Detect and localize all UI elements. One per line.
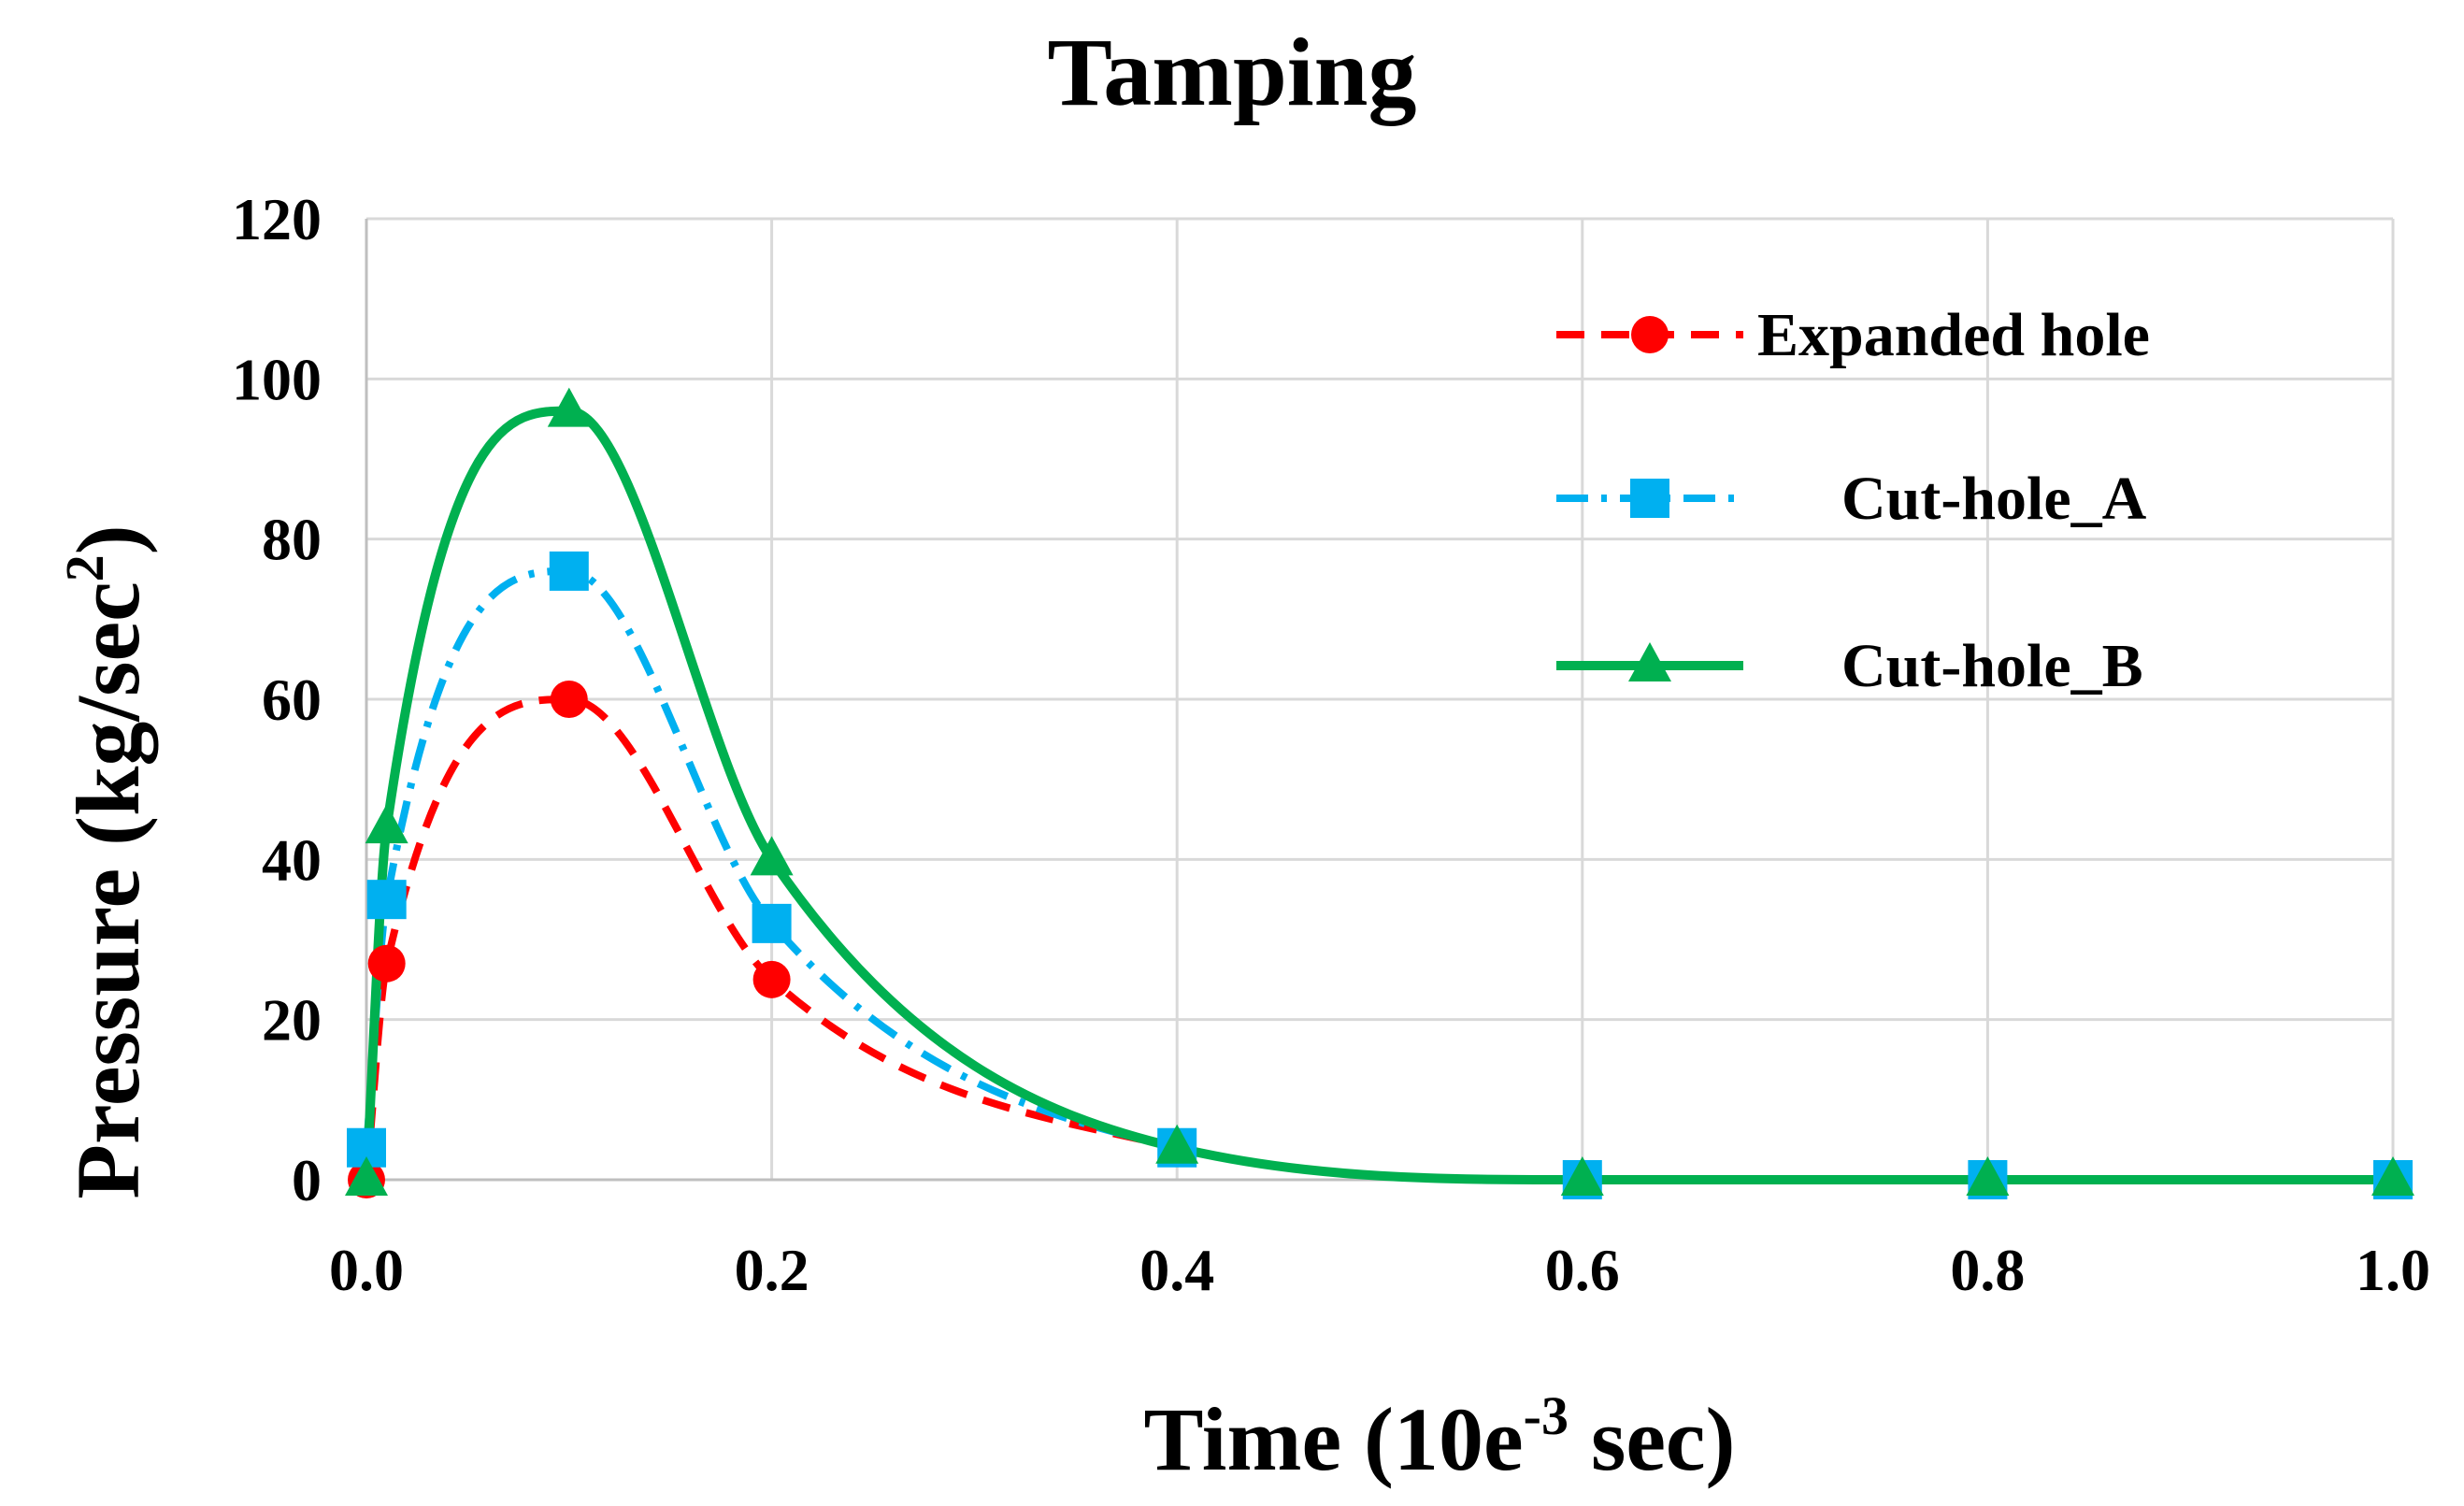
x-tick-label: 1.0 <box>2356 1237 2430 1303</box>
series-lines <box>362 406 2393 1185</box>
x-tick-label: 0.8 <box>1950 1237 2025 1303</box>
data-point-cut-hole-a <box>752 903 792 943</box>
y-tick-label: 0 <box>292 1147 322 1213</box>
x-axis-title: Time (10e-3 sec) <box>1144 1385 1736 1489</box>
x-axis-title-suffix: sec) <box>1569 1389 1736 1489</box>
legend-label-cut-hole-a: Cut-hole_A <box>1841 465 2147 533</box>
data-point-expanded-hole <box>752 960 791 998</box>
legend-item-cut-hole-a: Cut-hole_A <box>1556 465 2147 533</box>
data-point-cut-hole-b <box>750 836 794 876</box>
y-tick-label: 100 <box>232 346 322 412</box>
legend-marker-cut-hole-b <box>1628 642 1671 681</box>
y-tick-label: 40 <box>262 826 322 893</box>
x-tick-label: 0.0 <box>329 1237 404 1303</box>
legend-marker-expanded-hole <box>1631 316 1669 353</box>
legend-item-expanded-hole: Expanded hole <box>1556 301 2150 369</box>
x-tick-label: 0.6 <box>1545 1237 1620 1303</box>
y-axis-title-text: Pressure (kg/sec <box>58 581 158 1198</box>
legend-label-cut-hole-b: Cut-hole_B <box>1841 632 2143 700</box>
y-axis-title-superscript: 2 <box>54 554 115 581</box>
y-axis-title-suffix: ) <box>58 524 158 554</box>
data-point-expanded-hole <box>550 681 588 718</box>
data-point-cut-hole-a <box>549 551 589 591</box>
x-axis-title-superscript: -3 <box>1524 1385 1569 1446</box>
data-point-expanded-hole <box>367 944 406 982</box>
x-axis-title-text: Time (10e <box>1144 1389 1524 1489</box>
y-axis-title: Pressure (kg/sec2) <box>54 524 158 1198</box>
data-point-cut-hole-b <box>1560 1156 1604 1196</box>
y-tick-label: 80 <box>262 507 322 573</box>
data-point-cut-hole-b <box>1966 1156 2010 1196</box>
chart-title: Tamping <box>1047 19 1416 126</box>
series-markers <box>345 387 2414 1199</box>
legend-marker-cut-hole-a <box>1630 479 1669 518</box>
x-tick-label: 0.2 <box>735 1237 809 1303</box>
data-point-cut-hole-b <box>547 387 591 427</box>
y-tick-label: 60 <box>262 667 322 733</box>
legend: Expanded hole Cut-hole_A Cut-hole_B <box>1556 301 2150 700</box>
y-tick-label: 20 <box>262 987 322 1054</box>
data-point-cut-hole-b <box>1155 1124 1199 1164</box>
data-point-cut-hole-b <box>2371 1156 2414 1196</box>
y-tick-label: 120 <box>232 186 322 252</box>
x-tick-label: 0.4 <box>1139 1237 1214 1303</box>
series-line-cut-hole-b <box>362 406 2393 1185</box>
tick-labels: 0 20 40 60 80 100 120 0.0 0.2 0.4 0.6 0.8 1.0 <box>232 186 2430 1303</box>
data-point-cut-hole-a <box>366 880 407 920</box>
data-point-cut-hole-b <box>345 1156 388 1196</box>
data-point-cut-hole-b <box>365 804 408 844</box>
legend-item-cut-hole-b: Cut-hole_B <box>1556 632 2143 700</box>
legend-label-expanded-hole: Expanded hole <box>1757 301 2150 369</box>
